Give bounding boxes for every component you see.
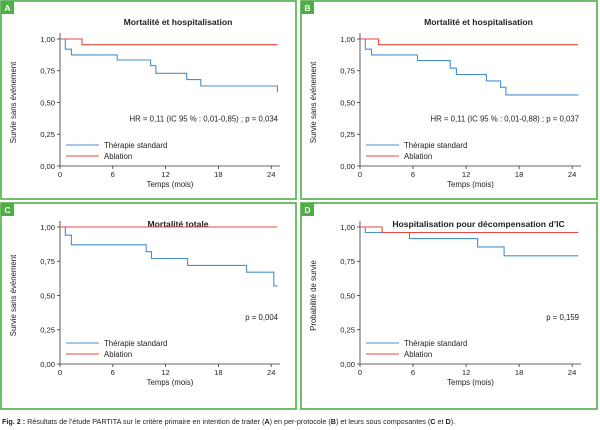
y-tick-label-c-0: 0,00 (40, 360, 55, 369)
y-tick-label-d-3: 0,75 (340, 257, 355, 266)
y-tick-label-a-0: 0,00 (40, 162, 55, 171)
x-tick-label-a-3: 18 (214, 170, 222, 179)
figure-caption: Fig. 2 : Résultats de l’étude PARTITA su… (2, 417, 598, 427)
y-tick-label-d-4: 1,00 (340, 223, 355, 232)
panel-badge-d (301, 203, 314, 216)
x-axis-label-d: Temps (mois) (447, 378, 494, 387)
y-axis-label-c: Survie sans événement (9, 254, 18, 336)
y-tick-label-d-1: 0,25 (340, 326, 355, 335)
y-tick-label-a-3: 0,75 (40, 67, 55, 76)
legend-label-a-1: Ablation (104, 152, 132, 161)
caption-text-5: ). (450, 417, 456, 426)
x-tick-label-c-3: 18 (214, 368, 222, 377)
caption-bold-d: D (445, 417, 451, 426)
caption-text-2: ) en per-protocole ( (269, 417, 331, 426)
panel-frame-c (0, 202, 297, 410)
panel-letter-a: A (4, 3, 10, 13)
y-tick-label-a-2: 0,50 (40, 98, 55, 107)
x-axis-label-b: Temps (mois) (447, 180, 494, 189)
x-tick-label-c-4: 24 (267, 368, 275, 377)
y-tick-label-d-0: 0,00 (340, 360, 355, 369)
y-tick-label-c-3: 0,75 (40, 257, 55, 266)
x-tick-label-b-1: 6 (411, 170, 415, 179)
chart-title-d: Hospitalisation pour décompensation d’IC (392, 219, 564, 229)
x-tick-label-d-2: 12 (462, 368, 470, 377)
x-tick-label-d-0: 0 (358, 368, 362, 377)
km-curve-d-standard (360, 226, 579, 257)
y-tick-label-b-0: 0,00 (340, 162, 355, 171)
caption-bold-b: B (330, 417, 336, 426)
panel-badge-b (301, 1, 314, 14)
x-tick-label-d-1: 6 (411, 368, 415, 377)
caption-text-1: Résultats de l’étude PARTITA sur le crit… (25, 417, 265, 426)
caption-prefix: Fig. 2 : (2, 417, 26, 426)
chart-title-a: Mortalité et hospitalisation (124, 17, 233, 27)
panel-letter-b: B (304, 3, 310, 13)
y-tick-label-c-1: 0,25 (40, 326, 55, 335)
km-curve-d-ablation (360, 226, 579, 234)
km-curve-c-standard (60, 226, 278, 287)
panel-a: A Mortalité et hospitalisation 0,00 0,25 0,5… (0, 0, 297, 200)
x-tick-label-c-0: 0 (58, 368, 62, 377)
x-tick-label-b-3: 18 (515, 170, 523, 179)
chart-title-b: Mortalité et hospitalisation (424, 17, 533, 27)
x-tick-label-a-0: 0 (58, 170, 62, 179)
km-curve-b-standard (360, 38, 579, 96)
y-tick-label-a-4: 1,00 (40, 35, 55, 44)
y-tick-label-c-4: 1,00 (40, 223, 55, 232)
y-tick-label-b-2: 0,50 (340, 98, 355, 107)
legend-label-d-1: Ablation (404, 350, 432, 359)
panel-letter-c: C (4, 205, 10, 215)
y-tick-label-b-1: 0,25 (340, 130, 355, 139)
stat-annotation-d: p = 0,159 (546, 313, 579, 322)
km-curve-b-ablation (360, 38, 579, 46)
legend-label-c-1: Ablation (104, 350, 132, 359)
panel-badge-c (1, 203, 14, 216)
panel-letter-d: D (304, 205, 310, 215)
caption-text-3: ) et leurs sous composantes ( (336, 417, 431, 426)
stat-annotation-a: HR = 0,11 (IC 95 % : 0,01-0,85) ; p = 0,… (129, 115, 278, 124)
y-axis-label-b: Survie sans événement (309, 61, 318, 143)
x-tick-label-a-1: 6 (111, 170, 115, 179)
legend-label-a-0: Thérapie standard (104, 141, 167, 150)
x-tick-label-d-3: 18 (515, 368, 523, 377)
legend-label-b-0: Thérapie standard (404, 141, 467, 150)
x-tick-label-a-4: 24 (267, 170, 275, 179)
x-tick-label-d-4: 24 (568, 368, 576, 377)
x-tick-label-c-2: 12 (161, 368, 169, 377)
caption-bold-c: C (430, 417, 436, 426)
y-tick-label-c-2: 0,50 (40, 291, 55, 300)
y-axis-label-d: Probabilité de survie (309, 260, 318, 331)
caption-bold-a: A (264, 417, 270, 426)
stat-annotation-c: p = 0,004 (245, 313, 278, 322)
x-tick-label-a-2: 12 (161, 170, 169, 179)
y-tick-label-b-4: 1,00 (340, 35, 355, 44)
legend-label-c-0: Thérapie standard (104, 339, 167, 348)
panel-b: B Mortalité et hospitalisation 0,00 0,25 0,5… (300, 0, 598, 200)
y-tick-label-a-1: 0,25 (40, 130, 55, 139)
x-tick-label-b-0: 0 (358, 170, 362, 179)
stat-annotation-b: HR = 0,11 (IC 95 % : 0,01-0,88) ; p = 0,… (430, 115, 579, 124)
panel-frame-d (300, 202, 598, 410)
legend-label-b-1: Ablation (404, 152, 432, 161)
chart-title-c: Mortalité totale (147, 219, 208, 229)
y-tick-label-d-2: 0,50 (340, 291, 355, 300)
panel-badge-a (1, 1, 14, 14)
caption-text-4: et (435, 417, 446, 426)
x-tick-label-c-1: 6 (111, 368, 115, 377)
km-curve-a-standard (60, 38, 278, 93)
panel-c: C Mortalité totale 0,00 0,25 0,50 0,75 1,00 0 6 1… (0, 202, 297, 410)
legend-label-d-0: Thérapie standard (404, 339, 467, 348)
x-tick-label-b-2: 12 (462, 170, 470, 179)
panel-d: D Hospitalisation pour décompensation d’I… (300, 202, 598, 410)
y-axis-label-a: Survie sans événement (9, 61, 18, 143)
x-axis-label-a: Temps (mois) (147, 180, 194, 189)
y-tick-label-b-3: 0,75 (340, 67, 355, 76)
x-axis-label-c: Temps (mois) (147, 378, 194, 387)
km-curve-a-ablation (60, 38, 278, 46)
x-tick-label-b-4: 24 (568, 170, 576, 179)
